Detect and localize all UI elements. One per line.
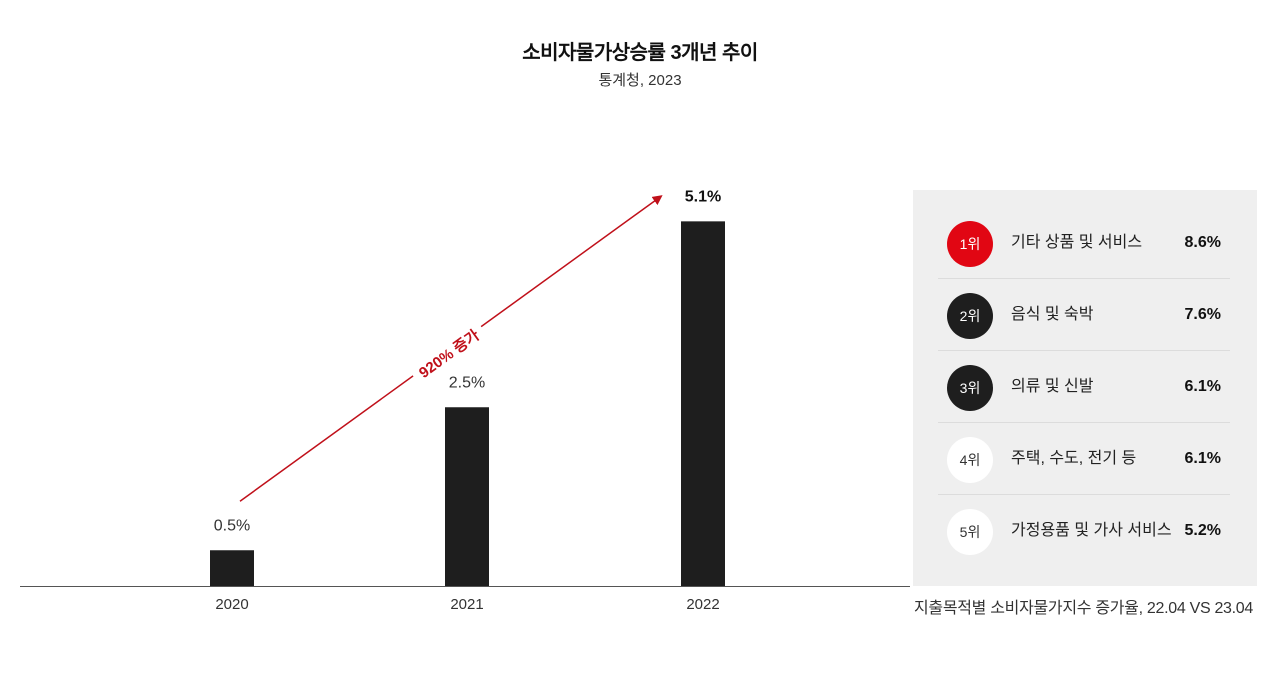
value-label-2022: 5.1% [685, 188, 721, 205]
rank-badge: 5위 [947, 509, 993, 555]
value-label-2021: 2.5% [449, 374, 485, 391]
chart-subtitle: 통계청, 2023 [598, 72, 682, 89]
ranking-row: 4위 주택, 수도, 전기 등 6.1% [938, 423, 1230, 495]
chart-header: 소비자물가상승률 3개년 추이 통계청, 2023 [0, 36, 1280, 90]
bar-2021 [445, 407, 489, 586]
value-label-2020: 0.5% [214, 517, 250, 534]
rank-badge: 1위 [947, 221, 993, 267]
ranking-category: 기타 상품 및 서비스 [1011, 234, 1143, 251]
ranking-row: 5위 가정용품 및 가사 서비스 5.2% [938, 495, 1230, 567]
chart-title: 소비자물가상승률 3개년 추이 [522, 42, 758, 64]
rank-badge: 2위 [947, 293, 993, 339]
ranking-category: 가정용품 및 가사 서비스 [1011, 522, 1172, 539]
ranking-value: 5.2% [1184, 522, 1221, 539]
ranking-value: 8.6% [1184, 234, 1221, 251]
ranking-footnote: 지출목적별 소비자물가지수 증가율, 22.04 VS 23.04 [914, 600, 1253, 617]
bar-2020 [210, 550, 254, 586]
ranking-panel: 1위 기타 상품 및 서비스 8.6% 2위 음식 및 숙박 7.6% 3위 의류 및 신발 6… [913, 190, 1257, 586]
ranking-row: 1위 기타 상품 및 서비스 8.6% [938, 207, 1230, 279]
x-tick-label-2022: 2022 [686, 596, 719, 613]
ranking-category: 주택, 수도, 전기 등 [1011, 450, 1137, 467]
ranking-value: 6.1% [1184, 378, 1221, 395]
ranking-row: 3위 의류 및 신발 6.1% [938, 351, 1230, 423]
trend-label-background [409, 321, 489, 387]
ranking-row: 2위 음식 및 숙박 7.6% [938, 279, 1230, 351]
bar-2022 [681, 221, 725, 586]
ranking-category: 의류 및 신발 [1011, 378, 1094, 395]
ranking-category: 음식 및 숙박 [1011, 306, 1094, 323]
x-tick-label-2020: 2020 [215, 596, 248, 613]
ranking-value: 6.1% [1184, 450, 1221, 467]
rank-badge: 3위 [947, 365, 993, 411]
x-tick-label-2021: 2021 [450, 596, 483, 613]
ranking-value: 7.6% [1184, 306, 1221, 323]
rank-badge: 4위 [947, 437, 993, 483]
